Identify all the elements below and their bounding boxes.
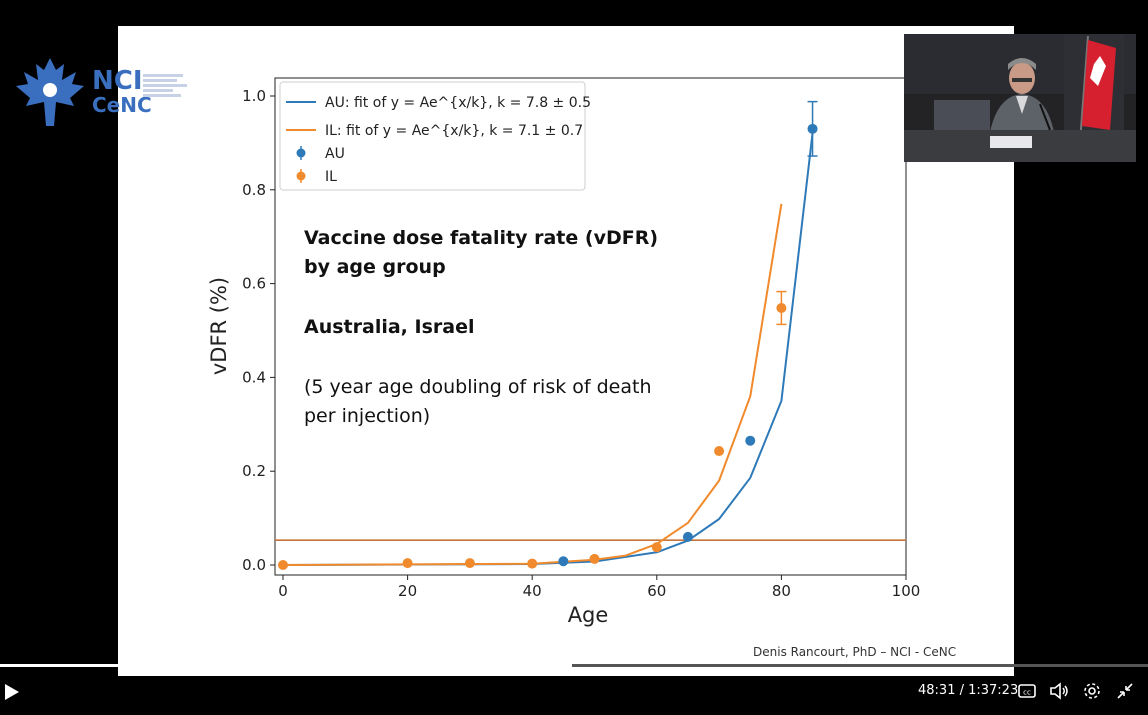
- speaker-video-inset: [904, 34, 1136, 162]
- data-point-au: [745, 435, 756, 446]
- y-tick-label: 0.8: [242, 181, 266, 199]
- data-point-au: [682, 531, 693, 542]
- x-tick-label: 20: [398, 582, 417, 600]
- data-point-il: [402, 558, 413, 569]
- x-tick-label: 0: [278, 582, 288, 600]
- x-tick-label: 40: [523, 582, 542, 600]
- logo-text-cenc: CeNC: [92, 93, 152, 117]
- legend-marker-au: [296, 148, 306, 158]
- play-icon[interactable]: [2, 682, 22, 702]
- y-tick-label: 0.2: [242, 462, 266, 480]
- annotation-title-line1: Vaccine dose fatality rate (vDFR): [304, 227, 658, 249]
- legend-label-au-fit: AU: fit of y = Ae^{x/k}, k = 7.8 ± 0.5: [325, 95, 591, 111]
- x-tick-label: 100: [892, 582, 921, 600]
- settings-icon[interactable]: [1081, 680, 1103, 702]
- data-point-il: [651, 542, 662, 553]
- logo-text-nci: NCI: [92, 66, 143, 96]
- x-axis-label: Age: [568, 603, 609, 627]
- data-point-il: [776, 302, 787, 313]
- y-axis-label: vDFR (%): [207, 277, 231, 375]
- volume-icon[interactable]: [1048, 680, 1070, 702]
- data-point-au: [558, 556, 569, 567]
- progress-played: [0, 664, 572, 667]
- svg-text:cc: cc: [1023, 689, 1031, 697]
- data-points: [278, 100, 818, 570]
- data-point-il: [527, 558, 538, 569]
- annotation-title-line2: by age group: [304, 256, 446, 278]
- data-point-il: [589, 553, 600, 564]
- axes: 0 20 40 60 80 100 0.0 0.2 0.4 0.6 0.8 1.0: [242, 87, 920, 600]
- annotation-note-line2: per injection): [304, 405, 430, 427]
- canada-flag-icon: [1079, 35, 1116, 143]
- exit-fullscreen-icon[interactable]: [1114, 680, 1136, 702]
- annotation-countries: Australia, Israel: [304, 316, 474, 338]
- microphone: [1039, 103, 1051, 131]
- maple-leaf-logo-icon: [16, 58, 84, 126]
- fit-curve-au: [282, 133, 814, 566]
- y-tick-label: 0.4: [242, 368, 266, 386]
- fit-curves: [282, 133, 814, 566]
- chart: 0 20 40 60 80 100 0.0 0.2 0.4 0.6 0.8 1.0 Age vDFR …: [207, 77, 920, 627]
- y-tick-label: 0.6: [242, 275, 266, 293]
- captions-icon[interactable]: cc: [1016, 680, 1038, 702]
- annotation-note-line1: (5 year age doubling of risk of death: [304, 376, 652, 398]
- x-tick-label: 60: [647, 582, 666, 600]
- video-controls: 48:31 / 1:37:23 cc: [0, 664, 1148, 715]
- legend: AU: fit of y = Ae^{x/k}, k = 7.8 ± 0.5 I…: [279, 81, 591, 191]
- legend-label-il-fit: IL: fit of y = Ae^{x/k}, k = 7.1 ± 0.7: [325, 123, 583, 139]
- slide-credit: Denis Rancourt, PhD – NCI - CeNC: [753, 645, 957, 659]
- progress-bar[interactable]: [0, 664, 1148, 667]
- time-display: 48:31 / 1:37:23: [918, 683, 1019, 698]
- logo-small-print: [143, 72, 195, 99]
- laptop: [934, 100, 990, 134]
- name-placard: [990, 136, 1032, 148]
- legend-box: [279, 81, 586, 191]
- data-point-il: [464, 558, 475, 569]
- data-point-au: [807, 123, 818, 134]
- legend-marker-il: [296, 171, 306, 181]
- nci-cenc-logo: NCI CeNC: [10, 54, 195, 130]
- y-tick-label: 0.0: [242, 556, 266, 574]
- data-point-il: [714, 446, 725, 457]
- legend-label-il: IL: [325, 169, 337, 185]
- data-point-il: [278, 560, 288, 570]
- x-tick-label: 80: [772, 582, 791, 600]
- legend-label-au: AU: [325, 146, 345, 162]
- speaker-scene: [904, 34, 1136, 162]
- plot-frame: [274, 77, 907, 576]
- y-tick-label: 1.0: [242, 87, 266, 105]
